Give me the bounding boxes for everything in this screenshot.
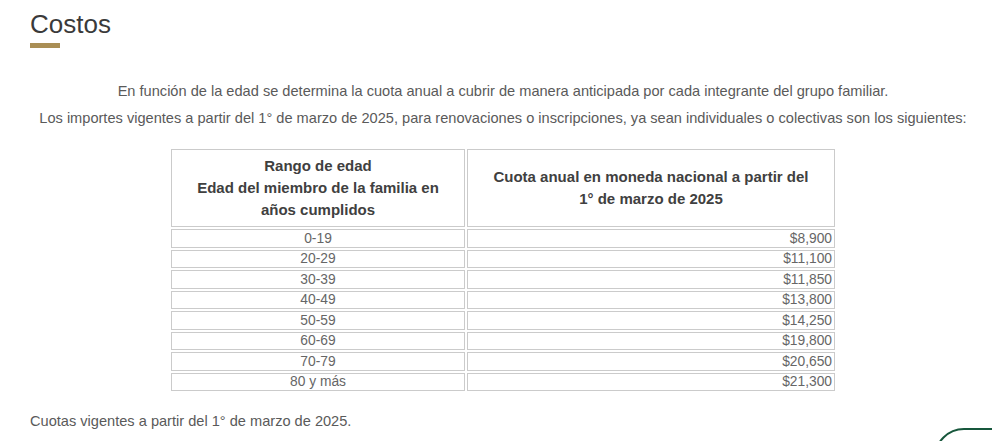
fee-cell: $8,900: [467, 229, 835, 248]
table-row: 30-39$11,850: [171, 270, 835, 289]
age-range-cell: 70-79: [171, 352, 465, 371]
table-row: 20-29$11,100: [171, 250, 835, 269]
intro-paragraph-1: En función de la edad se determina la cu…: [30, 83, 976, 99]
age-range-cell: 50-59: [171, 311, 465, 330]
fee-cell: $20,650: [467, 352, 835, 371]
page-title: Costos: [30, 10, 976, 38]
intro-paragraph-2: Los importes vigentes a partir del 1° de…: [30, 110, 976, 126]
table-row: 80 y más$21,300: [171, 373, 835, 392]
table-row: 70-79$20,650: [171, 352, 835, 371]
table-row: 40-49$13,800: [171, 291, 835, 310]
fee-cell: $11,100: [467, 250, 835, 269]
header-annual-fee: Cuota anual en moneda nacional a partir …: [467, 149, 835, 227]
fee-cell: $13,800: [467, 291, 835, 310]
table-row: 50-59$14,250: [171, 311, 835, 330]
page-content: Costos En función de la edad se determin…: [0, 10, 992, 429]
intro-text: En función de la edad se determina la cu…: [30, 83, 976, 126]
age-range-cell: 0-19: [171, 229, 465, 248]
header-age-range: Rango de edad Edad del miembro de la fam…: [171, 149, 465, 227]
footnote: Cuotas vigentes a partir del 1° de marzo…: [30, 413, 976, 429]
fee-cell: $19,800: [467, 332, 835, 351]
fee-cell: $21,300: [467, 373, 835, 392]
age-range-cell: 60-69: [171, 332, 465, 351]
fee-cell: $14,250: [467, 311, 835, 330]
floating-widget-button[interactable]: [934, 428, 992, 441]
fee-cell: $11,850: [467, 270, 835, 289]
age-range-cell: 20-29: [171, 250, 465, 269]
table-header-row: Rango de edad Edad del miembro de la fam…: [171, 149, 835, 227]
age-range-cell: 80 y más: [171, 373, 465, 392]
table-row: 0-19$8,900: [171, 229, 835, 248]
costs-table: Rango de edad Edad del miembro de la fam…: [169, 147, 837, 393]
age-range-cell: 40-49: [171, 291, 465, 310]
table-row: 60-69$19,800: [171, 332, 835, 351]
title-accent-bar: [30, 43, 60, 48]
header-age-range-line2: Edad del miembro de la familia en años c…: [183, 177, 453, 221]
age-range-cell: 30-39: [171, 270, 465, 289]
header-age-range-line1: Rango de edad: [183, 155, 453, 177]
